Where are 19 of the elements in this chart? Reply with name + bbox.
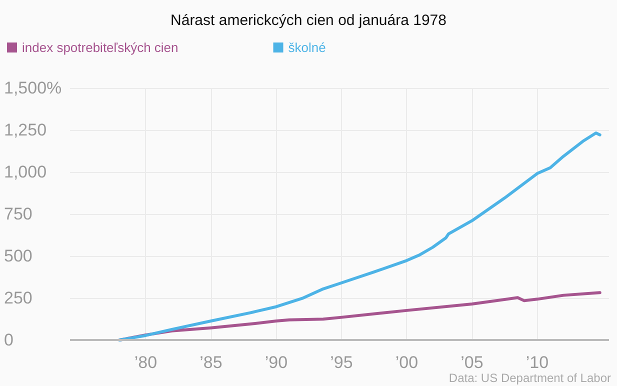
chart-title: Nárast americkcých cien od januára 1978	[170, 12, 446, 29]
x-tick-label: ’05	[460, 353, 484, 372]
x-tick-label: ’80	[134, 353, 158, 372]
y-tick-label: 1,500%	[4, 78, 62, 98]
y-tick-label: 1,000	[4, 162, 47, 182]
x-tick-label: ’10	[526, 353, 549, 372]
x-tick-label: ’90	[264, 353, 288, 372]
y-tick-label: 250	[4, 288, 32, 308]
legend-label: index spotrebiteľských cien	[22, 40, 178, 55]
y-tick-label: 750	[4, 204, 32, 224]
text: Data: US Department of Labor	[448, 371, 612, 385]
line-series	[118, 132, 602, 342]
x-tick-label: ’85	[200, 353, 222, 372]
x-tick-label: ’95	[330, 353, 353, 372]
y-tick-label: 1,250	[4, 120, 47, 140]
x-tick-label: ’00	[395, 353, 418, 372]
y-tick-label: 0	[4, 330, 14, 350]
legend-label: školné	[288, 40, 326, 55]
y-tick-label: 500	[4, 246, 32, 266]
